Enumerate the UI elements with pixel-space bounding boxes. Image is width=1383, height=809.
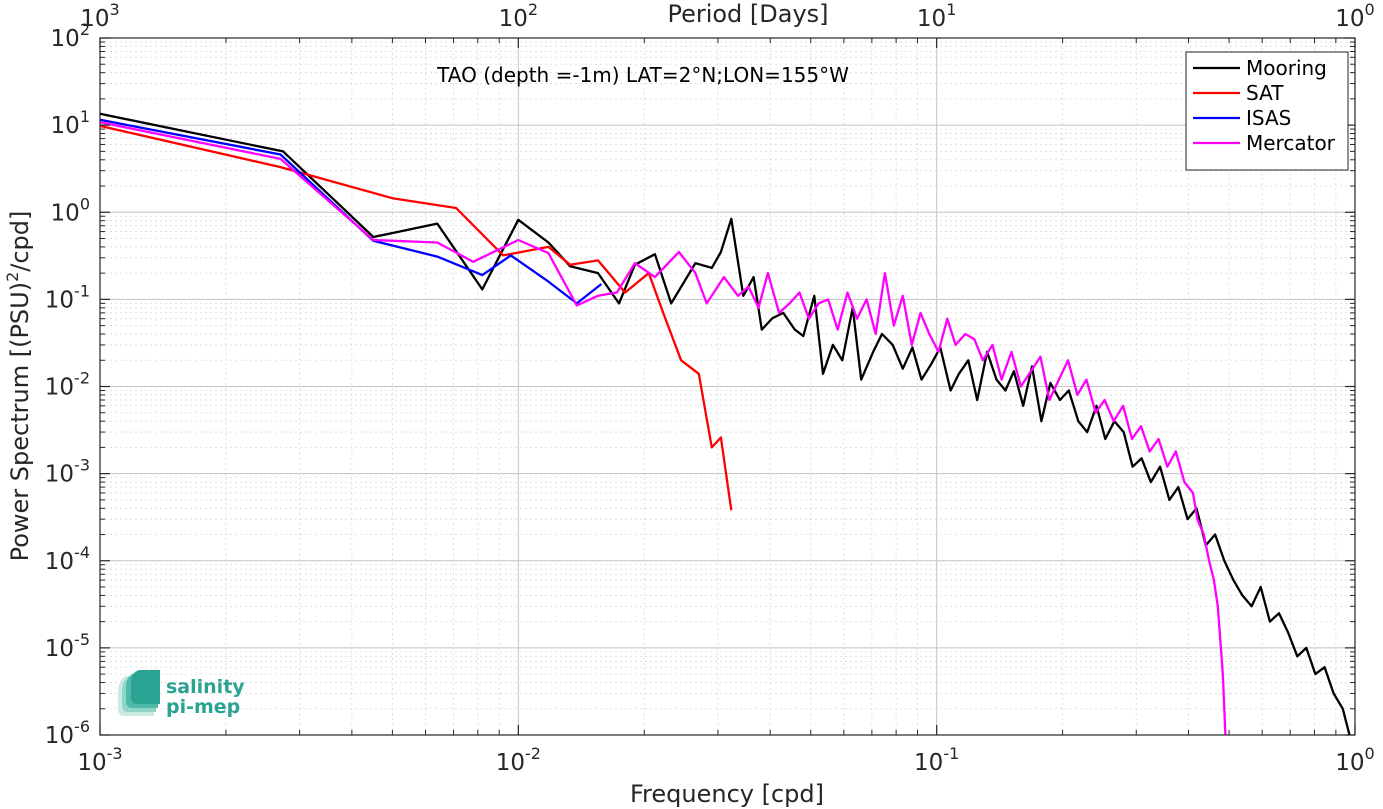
tick-exponent: 3 [110,0,120,19]
tick-base: 10 [45,636,74,662]
tick-exponent: 0 [80,194,90,213]
tick-exponent: -2 [525,744,541,763]
top-tick-label: 101 [917,0,956,32]
tick-base: 10 [1335,750,1364,776]
tick-exponent: 1 [946,0,956,19]
top-tick-label: 102 [499,0,538,32]
top-axis-label: Period [Days] [667,0,828,28]
tick-base: 10 [917,6,946,32]
top-tick-labels: 103 102 101 100 [80,0,1374,32]
tick-exponent: 0 [1365,0,1375,19]
y-tick-label: 101 [51,107,90,139]
y-tick-label: 10-5 [45,630,90,662]
y-axis-label: Power Spectrum [(PSU)2/cpd] [3,211,34,562]
series-line-isas [99,118,603,305]
y-axis-label-main: Power Spectrum [(PSU) [6,282,34,561]
tick-exponent: 2 [80,20,90,39]
tick-exponent: -1 [74,281,90,300]
x-axis-label: Frequency [cpd] [630,780,824,808]
y-tick-label: 10-3 [45,456,90,488]
tick-base: 10 [1335,6,1364,32]
y-tick-label: 10-6 [45,717,90,749]
series-line-mooring [99,112,1351,736]
series-layer [99,112,1351,736]
tick-exponent: -6 [74,717,90,736]
legend-label-isas: ISAS [1246,106,1291,130]
legend-label-sat: SAT [1246,81,1284,105]
x-tick-label: 10-2 [496,744,541,776]
tick-exponent: -5 [74,630,90,649]
y-tick-label: 100 [51,194,90,226]
tick-base: 10 [45,549,74,575]
x-tick-label: 100 [1335,744,1374,776]
x-tick-labels: 10-3 10-2 10-1 100 [77,744,1374,776]
tick-base: 10 [51,26,80,52]
tick-exponent: 0 [1365,744,1375,763]
tick-exponent: -3 [107,744,123,763]
top-tick-label: 100 [1335,0,1374,32]
tick-base: 10 [45,723,74,749]
tick-base: 10 [499,6,528,32]
tick-base: 10 [45,462,74,488]
chart-title: TAO (depth =-1m) LAT=2°N;LON=155°W [436,63,849,87]
tick-base: 10 [80,6,109,32]
y-tick-label: 10-1 [45,281,90,313]
salinity-pi-mep-logo: salinity pi-mep [118,670,245,718]
y-axis-label-sup: 2 [3,272,22,282]
tick-base: 10 [51,113,80,139]
legend-label-mercator: Mercator [1246,131,1336,155]
series-line-sat [99,124,733,511]
tick-exponent: -2 [74,369,90,388]
tick-exponent: 1 [80,107,90,126]
tick-exponent: 2 [528,0,538,19]
x-tick-label: 10-1 [914,744,959,776]
tick-base: 10 [51,200,80,226]
tick-exponent: -4 [74,543,90,562]
series-line-mercator [99,121,1227,736]
legend-box [1185,51,1349,171]
minor-grid [100,38,1355,735]
y-tick-label: 10-2 [45,369,90,401]
legend-label-mooring: Mooring [1246,56,1327,80]
tick-base: 10 [914,750,943,776]
logo-line-2: pi-mep [166,696,240,718]
y-tick-label: 10-4 [45,543,90,575]
logo-line-1: salinity [166,676,245,698]
tick-base: 10 [496,750,525,776]
tick-exponent: -1 [943,744,959,763]
tick-base: 10 [45,287,74,313]
wave-icon [118,670,160,716]
x-tick-label: 10-3 [77,744,122,776]
tick-marks [99,37,1356,736]
y-tick-label: 102 [51,20,90,52]
y-axis-label-tail: /cpd] [6,211,34,272]
tick-base: 10 [77,750,106,776]
top-tick-label: 103 [80,0,119,32]
tick-base: 10 [45,375,74,401]
tick-exponent: -3 [74,456,90,475]
